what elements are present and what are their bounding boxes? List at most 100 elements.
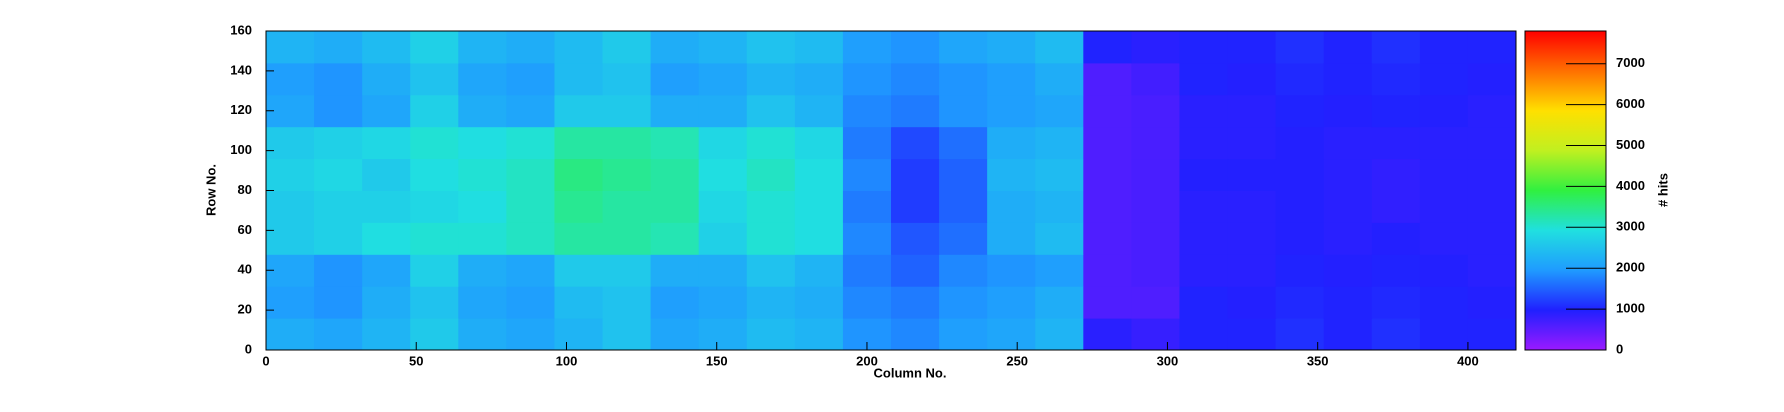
- heat-cell: [1083, 62, 1132, 96]
- heat-cell: [1467, 286, 1517, 319]
- heat-cell: [1083, 286, 1132, 319]
- heat-cell: [266, 254, 315, 287]
- heat-cell: [458, 158, 507, 191]
- heat-cell: [1419, 62, 1469, 96]
- heat-cell: [698, 286, 748, 319]
- colorbar-tick-label: 5000: [1616, 137, 1645, 152]
- heat-cell: [410, 62, 459, 96]
- heat-cell: [1371, 254, 1421, 287]
- heat-cell: [1083, 158, 1132, 191]
- heat-cell: [1323, 318, 1373, 351]
- heat-cell: [1131, 158, 1180, 191]
- heat-cell: [650, 222, 700, 255]
- heat-cell: [554, 158, 604, 191]
- heat-cell: [362, 254, 411, 287]
- heat-cell: [1083, 254, 1132, 287]
- heat-cell: [1131, 222, 1180, 255]
- heat-cell: [266, 62, 315, 96]
- heat-cell: [987, 254, 1036, 287]
- heat-cell: [939, 222, 988, 255]
- heat-cell: [266, 126, 315, 160]
- heat-cell: [1419, 158, 1469, 191]
- heat-cell: [458, 254, 507, 287]
- heat-cell: [939, 190, 988, 223]
- heat-cell: [746, 62, 796, 96]
- heat-cell: [987, 286, 1036, 319]
- heat-cell: [891, 126, 940, 160]
- x-tick-label: 350: [1307, 353, 1329, 368]
- heat-cell: [410, 31, 459, 64]
- heat-cell: [410, 318, 459, 351]
- colorbar: [1524, 30, 1607, 351]
- heat-cell: [1419, 318, 1469, 351]
- heat-cell: [602, 31, 652, 64]
- heat-cell: [1419, 31, 1469, 64]
- heat-cell: [458, 126, 507, 160]
- heat-cell: [1323, 94, 1373, 128]
- heat-cell: [1035, 62, 1084, 96]
- heat-cell: [1275, 62, 1325, 96]
- heat-cell: [458, 31, 507, 64]
- heat-cell: [362, 222, 411, 255]
- colorbar-tick-label: 7000: [1616, 55, 1645, 70]
- x-tick-label: 50: [409, 353, 423, 368]
- heat-cell: [1083, 190, 1132, 223]
- x-tick-label: 400: [1457, 353, 1479, 368]
- heat-cell: [314, 158, 363, 191]
- heat-cell: [1083, 318, 1132, 351]
- heat-cell: [698, 94, 748, 128]
- heat-cell: [794, 158, 844, 191]
- heat-cell: [314, 31, 363, 64]
- heat-cell: [1227, 158, 1277, 191]
- heat-cell: [554, 222, 604, 255]
- heat-cell: [1371, 222, 1421, 255]
- heat-cell: [939, 62, 988, 96]
- heat-cell: [362, 318, 411, 351]
- x-tick-label: 250: [1006, 353, 1028, 368]
- heat-cell: [891, 222, 940, 255]
- heat-cell: [698, 158, 748, 191]
- heat-cell: [746, 222, 796, 255]
- colorbar-tick-label: 6000: [1616, 96, 1645, 111]
- heat-cell: [554, 286, 604, 319]
- heat-cell: [362, 190, 411, 223]
- heat-cell: [746, 318, 796, 351]
- heat-cell: [650, 254, 700, 287]
- heat-cell: [458, 318, 507, 351]
- y-tick-label: 140: [230, 62, 252, 77]
- heat-cell: [746, 31, 796, 64]
- heat-cell: [842, 254, 892, 287]
- heat-cell: [650, 126, 700, 160]
- heat-cell: [650, 158, 700, 191]
- y-tick-label: 40: [238, 262, 252, 277]
- heat-cell: [410, 126, 459, 160]
- heat-cell: [746, 254, 796, 287]
- heat-cell: [1467, 94, 1517, 128]
- colorbar-tick-label: 1000: [1616, 301, 1645, 316]
- heat-cell: [1323, 62, 1373, 96]
- heat-cell: [1035, 190, 1084, 223]
- heat-cell: [1179, 222, 1229, 255]
- heat-cell: [1035, 254, 1084, 287]
- heat-cell: [554, 62, 604, 96]
- heat-cell: [1131, 318, 1180, 351]
- heat-cell: [1035, 31, 1084, 64]
- heat-cell: [650, 94, 700, 128]
- y-axis-label: Row No.: [203, 164, 218, 216]
- heat-cell: [506, 190, 555, 223]
- heat-cell: [1371, 286, 1421, 319]
- y-tick-label: 160: [230, 22, 252, 37]
- heat-cell: [794, 62, 844, 96]
- heat-cell: [650, 318, 700, 351]
- heat-cell: [1275, 31, 1325, 64]
- heat-cell: [458, 190, 507, 223]
- heat-cell: [891, 254, 940, 287]
- heat-cell: [314, 94, 363, 128]
- heat-cell: [1035, 286, 1084, 319]
- heat-cell: [987, 158, 1036, 191]
- heat-cell: [891, 318, 940, 351]
- heat-cell: [1131, 286, 1180, 319]
- heat-cell: [842, 190, 892, 223]
- heat-cell: [1179, 318, 1229, 351]
- heat-cell: [506, 286, 555, 319]
